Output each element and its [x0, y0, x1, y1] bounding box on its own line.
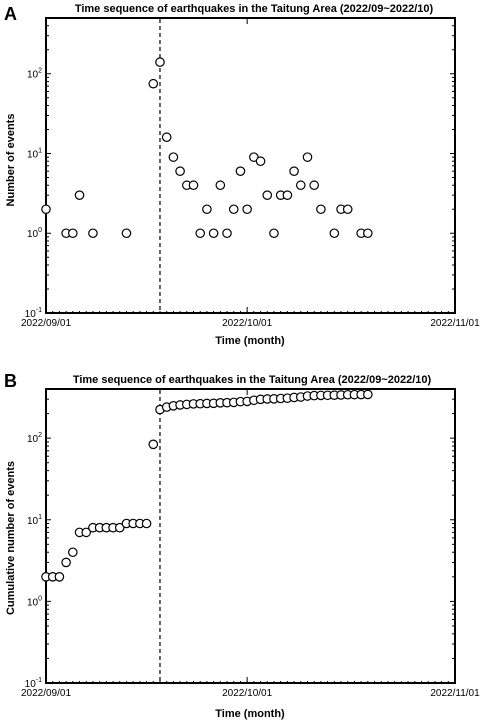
data-point	[282, 190, 293, 200]
panel-b: B Time sequence of earthquakes in the Ta…	[4, 371, 480, 720]
x-axis-label: Time (month)	[215, 708, 285, 720]
data-point	[295, 180, 306, 191]
y-tick-label: 100	[27, 595, 42, 608]
plot-frame	[45, 17, 456, 314]
y-tick-label: 10-1	[25, 307, 42, 320]
data-point	[41, 204, 51, 215]
panel-letter: A	[4, 4, 17, 24]
data-point	[148, 78, 159, 89]
data-point	[235, 166, 246, 176]
data-point	[88, 228, 98, 239]
plot-area: 10-1 100 101 102 2022/09/01 2022/10/01 2022/11…	[21, 388, 480, 699]
data-point	[289, 166, 299, 176]
data-point	[61, 557, 71, 568]
x-axis-label: Time (month)	[215, 335, 285, 347]
y-axis-label: Number of events	[5, 114, 17, 207]
data-point	[228, 204, 239, 215]
data-point	[202, 204, 212, 215]
data-point	[208, 228, 219, 239]
data-point	[195, 228, 206, 239]
data-point	[114, 522, 125, 533]
data-point	[342, 204, 353, 215]
y-tick-label: 101	[27, 514, 42, 527]
y-tick-label: 102	[27, 68, 42, 81]
data-point	[363, 228, 373, 239]
x-tick-label: 2022/11/01	[430, 688, 480, 699]
x-tick-label: 2022/09/01	[21, 688, 71, 699]
panel-letter: B	[4, 371, 17, 391]
data-point	[168, 152, 179, 162]
data-point	[215, 180, 226, 191]
x-tick-label: 2022/09/01	[21, 318, 71, 329]
data-point	[74, 190, 85, 200]
data-point	[363, 389, 373, 400]
y-axis-label: Cumulative number of events	[5, 461, 17, 615]
panel-a: A Time sequence of earthquakes in the Ta…	[4, 3, 480, 347]
data-point	[175, 166, 185, 176]
data-point	[222, 228, 232, 239]
data-point	[329, 228, 340, 239]
x-tick-label: 2022/10/01	[222, 318, 272, 329]
data-point	[242, 204, 252, 215]
data-point	[302, 152, 313, 162]
data-point	[188, 180, 199, 191]
y-tick-label: 101	[27, 147, 42, 160]
data-point	[68, 547, 78, 558]
data-point	[155, 57, 165, 67]
plot-frame	[45, 388, 456, 684]
chart-title: Time sequence of earthquakes in the Tait…	[75, 3, 434, 15]
y-tick-label: 10-1	[25, 677, 42, 690]
data-point	[54, 572, 65, 582]
data-point	[68, 228, 78, 239]
data-point	[255, 156, 266, 167]
y-tick-label: 102	[27, 432, 42, 445]
data-point	[269, 228, 279, 239]
data-point	[121, 228, 132, 239]
plot-area: 10-1 100 101 102 2022/09/01 2022/10/01 2022/11…	[21, 17, 480, 329]
data-point	[81, 527, 92, 538]
data-point	[161, 132, 172, 143]
data-point	[309, 180, 319, 191]
data-point	[316, 204, 326, 215]
chart-title: Time sequence of earthquakes in the Tait…	[73, 374, 432, 386]
data-point	[148, 439, 159, 450]
x-tick-label: 2022/11/01	[430, 318, 480, 329]
data-point	[262, 190, 273, 200]
data-point	[141, 518, 152, 529]
x-tick-label: 2022/10/01	[222, 688, 272, 699]
y-tick-label: 100	[27, 227, 42, 240]
